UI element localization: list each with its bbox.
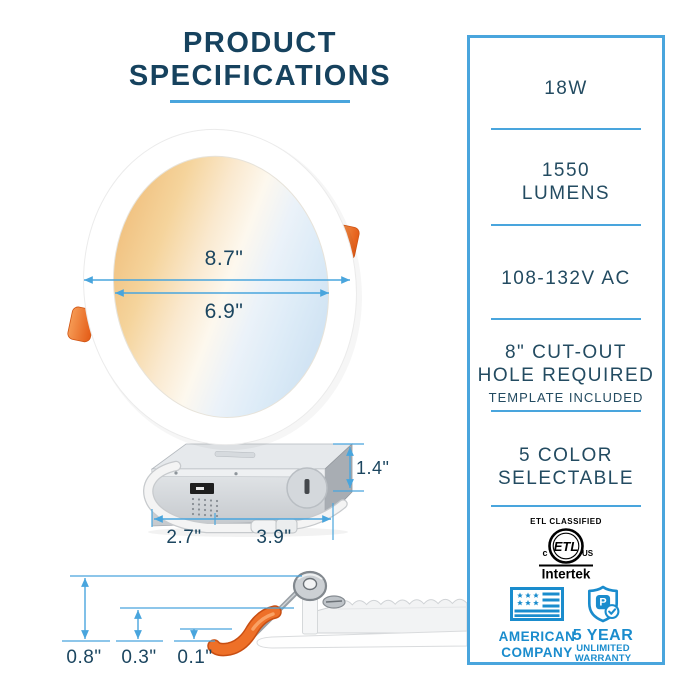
dim-profile-body-height: 0.3" bbox=[121, 647, 157, 668]
dim-junction-box-width: 3.9" bbox=[256, 527, 292, 548]
dimension-lines-panel bbox=[84, 276, 350, 297]
spec-lumens: 1550 LUMENS bbox=[470, 159, 662, 205]
american-label-line2: COMPANY bbox=[501, 644, 573, 660]
etl-c-text: c bbox=[542, 548, 547, 558]
spec-color-line2: SELECTABLE bbox=[497, 468, 635, 489]
warranty-line1: 5 YEAR bbox=[572, 627, 634, 644]
spec-lumens-unit: LUMENS bbox=[521, 183, 611, 204]
spec-divider bbox=[491, 128, 641, 130]
dim-profile-flange-height: 0.1" bbox=[177, 647, 213, 668]
warranty-line3: WARRANTY bbox=[574, 653, 632, 664]
warranty-line2: UNLIMITED bbox=[576, 643, 630, 654]
spec-wattage: 18W bbox=[544, 78, 588, 99]
led-panel-lens bbox=[112, 155, 330, 418]
warranty-p-text: P bbox=[599, 597, 606, 609]
etl-logo-icon: ETL c US Intertek bbox=[539, 528, 594, 582]
spec-cutout-line2: HOLE REQUIRED bbox=[477, 365, 655, 386]
spec-cutout-line1: 8" CUT-OUT bbox=[504, 342, 628, 363]
etl-certification: ETL CLASSIFIED ETL c US Intertek bbox=[470, 517, 662, 589]
dim-junction-box-depth: 2.7" bbox=[166, 527, 202, 548]
dim-junction-box-height: 1.4" bbox=[356, 458, 390, 478]
page-title: PRODUCT SPECIFICATIONS bbox=[110, 27, 410, 103]
etl-mark-text: ETL bbox=[554, 539, 579, 554]
spec-color-selectable: 5 COLOR SELECTABLE bbox=[470, 444, 662, 490]
dim-profile-total-height: 0.8" bbox=[66, 647, 102, 668]
page-title-line1: PRODUCT bbox=[183, 27, 337, 59]
profile-clip-grip bbox=[207, 605, 282, 657]
warranty-badge: P 5 YEAR UNLIMITED WARRANTY bbox=[562, 585, 644, 664]
dimension-lines-profile bbox=[62, 575, 302, 642]
spec-voltage: 108-132V AC bbox=[501, 268, 631, 289]
spec-divider bbox=[491, 505, 641, 507]
spec-cutout-note: TEMPLATE INCLUDED bbox=[488, 390, 644, 405]
profile-flange bbox=[256, 630, 468, 649]
us-flag-icon bbox=[510, 587, 564, 621]
spec-divider bbox=[491, 410, 641, 412]
dimension-lines-box bbox=[151, 443, 364, 540]
spec-panel: 18W 1550 LUMENS 108-132V AC 8" CUT-OUT H… bbox=[467, 35, 665, 665]
product-illustration bbox=[62, 128, 468, 657]
dim-panel-inner-diameter: 6.9" bbox=[204, 300, 244, 323]
page-title-line2: SPECIFICATIONS bbox=[128, 60, 392, 92]
profile-view bbox=[207, 570, 468, 657]
american-company-badge: AMERICAN COMPANY bbox=[484, 587, 590, 660]
spec-divider bbox=[491, 224, 641, 226]
spec-cutout: 8" CUT-OUT HOLE REQUIRED TEMPLATE INCLUD… bbox=[470, 341, 662, 406]
led-panel bbox=[83, 128, 357, 446]
title-underline bbox=[170, 100, 350, 103]
warranty-shield-icon: P bbox=[587, 585, 620, 623]
spec-lumens-value: 1550 bbox=[541, 160, 591, 181]
etl-heading: ETL CLASSIFIED bbox=[530, 517, 602, 526]
intertek-text: Intertek bbox=[542, 567, 591, 582]
etl-us-text: US bbox=[582, 549, 594, 558]
dim-panel-outer-diameter: 8.7" bbox=[204, 247, 244, 270]
junction-box bbox=[143, 443, 354, 537]
american-label-line1: AMERICAN bbox=[498, 629, 576, 644]
spec-divider bbox=[491, 318, 641, 320]
spec-color-line1: 5 COLOR bbox=[519, 445, 613, 466]
